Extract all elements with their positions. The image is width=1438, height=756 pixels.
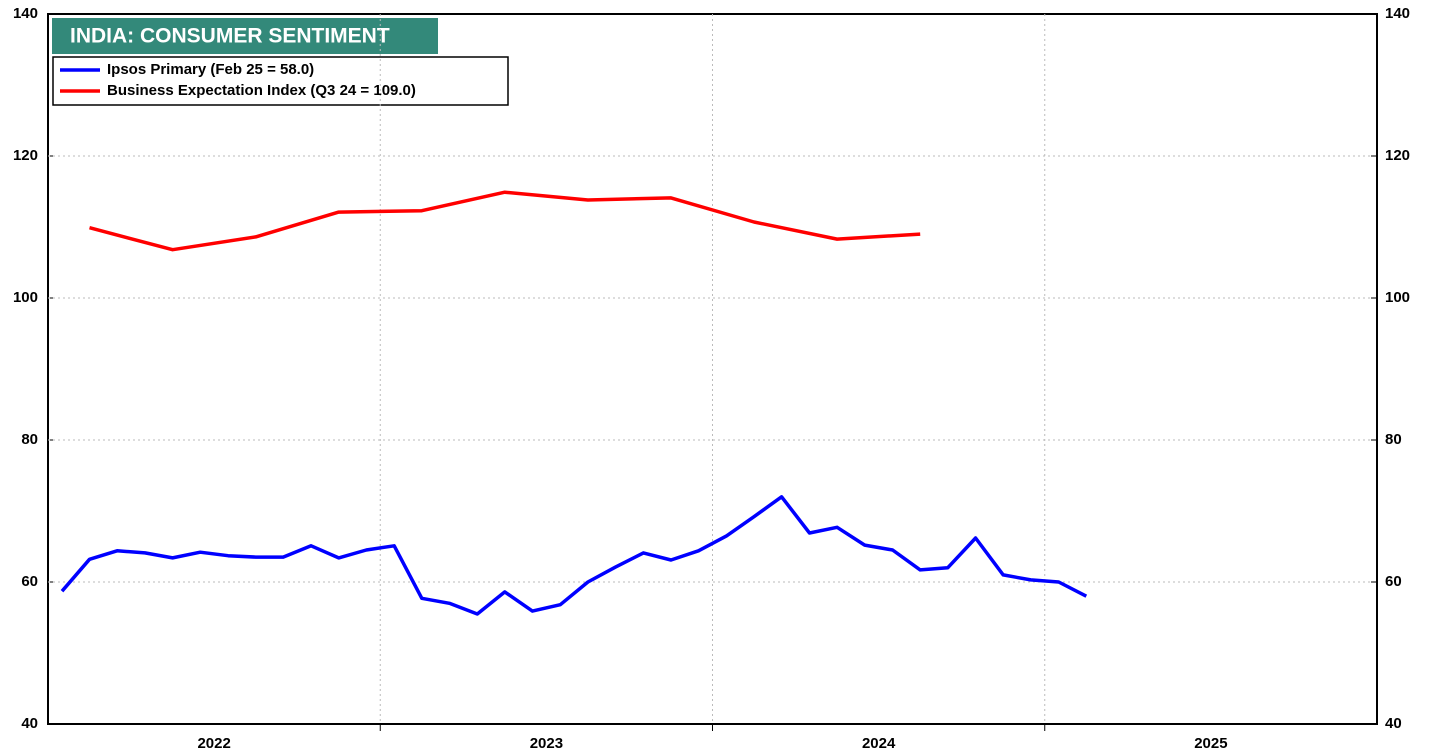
y-tick-label: 80 [21, 431, 38, 448]
y-tick-label: 100 [13, 289, 38, 306]
y2-tick-label: 140 [1385, 5, 1410, 22]
x-tick-label: 2023 [530, 735, 563, 752]
x-tick-label: 2025 [1194, 735, 1227, 752]
y-tick-label: 140 [13, 5, 38, 22]
y2-tick-label: 120 [1385, 147, 1410, 164]
legend-label: Business Expectation Index (Q3 24 = 109.… [107, 82, 416, 99]
x-tick-label: 2022 [197, 735, 230, 752]
legend-box [52, 56, 509, 106]
chart-title: INDIA: CONSUMER SENTIMENT [70, 25, 390, 48]
y2-tick-label: 80 [1385, 431, 1402, 448]
legend-label: Ipsos Primary (Feb 25 = 58.0) [107, 61, 314, 78]
y-tick-label: 120 [13, 147, 38, 164]
title-box [52, 18, 438, 54]
y2-tick-label: 40 [1385, 715, 1402, 732]
y-tick-label: 60 [21, 573, 38, 590]
series-line [89, 190, 921, 252]
y-tick-label: 40 [21, 715, 38, 732]
x-tick-label: 2024 [862, 735, 896, 752]
y2-tick-label: 60 [1385, 573, 1402, 590]
y2-tick-label: 100 [1385, 289, 1410, 306]
series-line [60, 495, 1088, 616]
